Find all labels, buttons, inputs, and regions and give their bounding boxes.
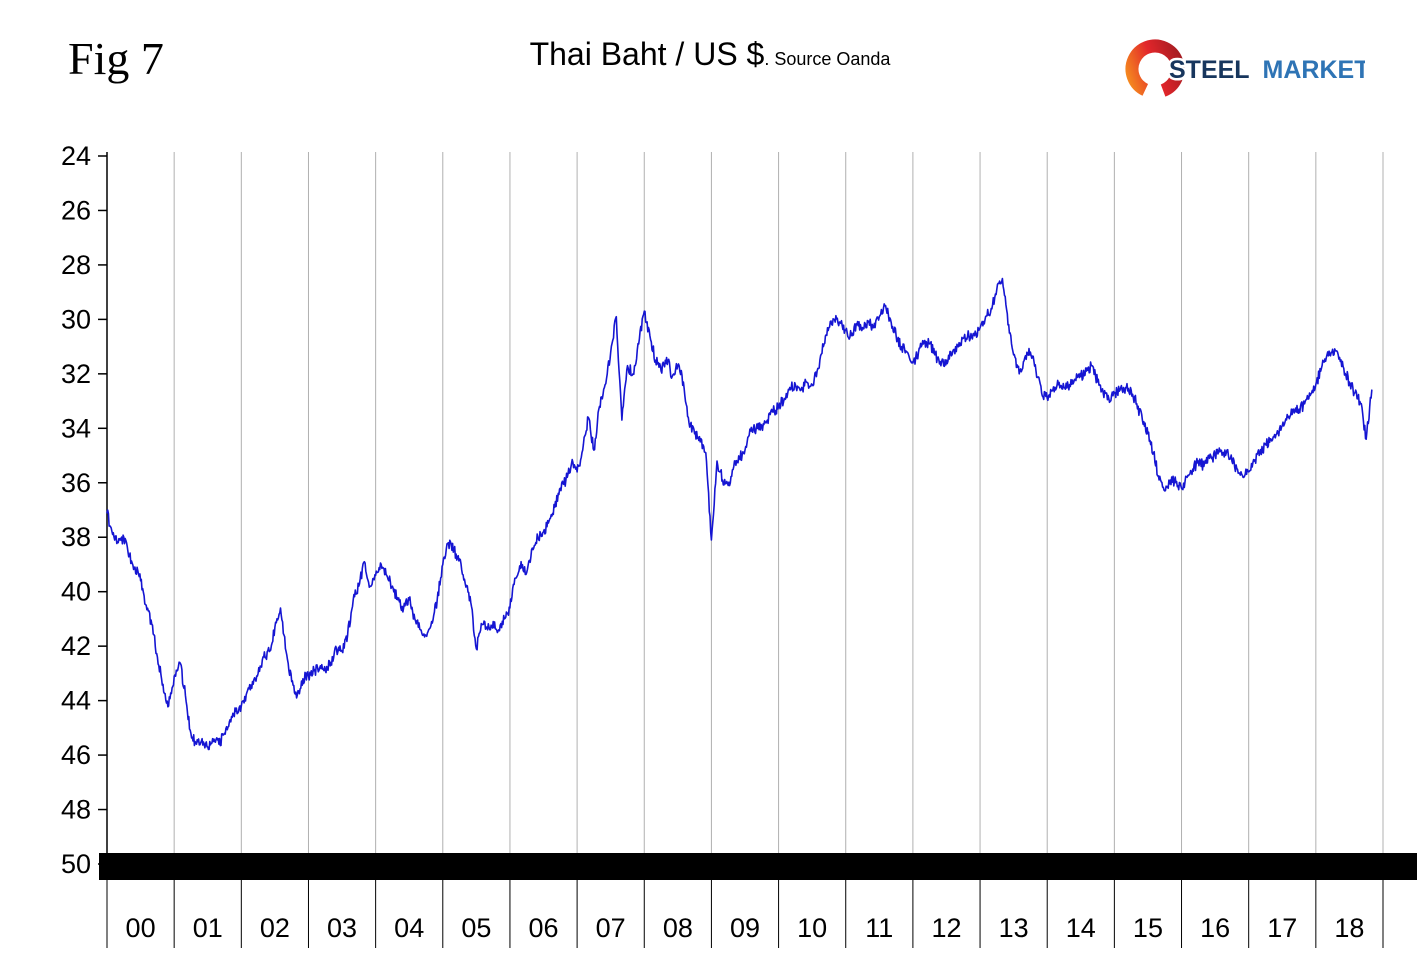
y-tick-label: 34 [61, 413, 91, 443]
chart-title: Thai Baht / US $ [529, 36, 765, 72]
y-tick-label: 44 [61, 686, 91, 716]
y-tick-label: 50 [61, 849, 91, 879]
smu-logo: STEEL MARKET UPDATE [1115, 32, 1420, 104]
x-tick-label: 15 [1133, 913, 1163, 943]
figure-label: Fig 7 [68, 33, 164, 84]
x-tick-label: 07 [596, 913, 626, 943]
x-tick-label: 12 [931, 913, 961, 943]
y-tick-label: 42 [61, 631, 91, 661]
y-tick-label: 28 [61, 250, 91, 280]
y-tick-label: 48 [61, 795, 91, 825]
chart-subtitle: . Source Oanda [764, 49, 891, 69]
x-tick-label: 06 [529, 913, 559, 943]
header: Fig 7 Thai Baht / US $. Source Oanda STE… [0, 0, 1420, 130]
logo-market-text: MARKET [1263, 56, 1365, 84]
title-wrap: Thai Baht / US $. Source Oanda [0, 36, 1420, 73]
y-tick-label: 32 [61, 359, 91, 389]
logo-steel-text: STEEL [1169, 56, 1250, 84]
x-tick-label: 05 [461, 913, 491, 943]
x-tick-label: 09 [730, 913, 760, 943]
y-tick-label: 30 [61, 304, 91, 334]
y-tick-label: 46 [61, 740, 91, 770]
svg-text:STEEL MARKET U: STEEL MARKET UPDATE [1169, 56, 1365, 84]
x-tick-label: 08 [663, 913, 693, 943]
x-axis-bar [99, 853, 1417, 880]
x-tick-label: 02 [260, 913, 290, 943]
x-tick-label: 11 [865, 913, 893, 943]
x-tick-label: 17 [1267, 913, 1297, 943]
x-tick-label: 00 [126, 913, 156, 943]
x-tick-label: 04 [394, 913, 424, 943]
thb-usd-line [106, 277, 1373, 751]
x-tick-label: 01 [193, 913, 223, 943]
x-tick-label: 14 [1066, 913, 1096, 943]
smu-logo-graphic: STEEL MARKET UPDATE [1125, 39, 1420, 99]
y-tick-label: 38 [61, 522, 91, 552]
x-tick-label: 03 [327, 913, 357, 943]
y-tick-label: 36 [61, 468, 91, 498]
y-tick-label: 26 [61, 195, 91, 225]
y-tick-label: 24 [61, 141, 91, 171]
x-tick-label: 13 [999, 913, 1029, 943]
x-tick-label: 18 [1334, 913, 1364, 943]
x-tick-label: 10 [797, 913, 827, 943]
y-tick-label: 40 [61, 577, 91, 607]
x-tick-label: 16 [1200, 913, 1230, 943]
